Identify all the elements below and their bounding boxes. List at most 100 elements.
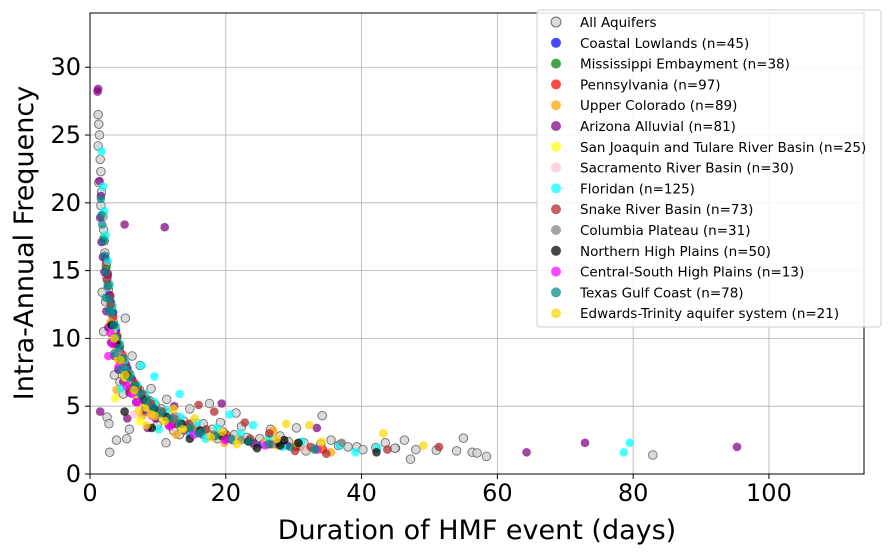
data-point	[281, 419, 291, 429]
data-point	[104, 305, 114, 315]
data-point	[124, 424, 135, 435]
legend-label: San Joaquin and Tulare River Basin (n=25…	[580, 140, 866, 156]
data-point	[383, 445, 392, 454]
y-tick-label: 30	[50, 53, 81, 81]
legend: All Aquifers Coastal Lowlands (n=45) Missi…	[536, 9, 882, 328]
data-point	[123, 414, 132, 423]
data-point	[148, 403, 158, 412]
data-point	[161, 394, 172, 405]
data-point	[93, 87, 102, 96]
x-tick-label: 100	[746, 479, 792, 507]
data-point	[110, 334, 119, 343]
data-point	[135, 389, 145, 399]
legend-label: Pennsylvania (n=97)	[580, 77, 721, 93]
data-point	[100, 251, 110, 260]
x-axis-label: Duration of HMF event (days)	[278, 515, 676, 546]
data-point	[97, 220, 107, 229]
data-point	[732, 442, 742, 452]
legend-marker	[551, 37, 561, 48]
data-point	[102, 267, 111, 277]
data-point	[294, 438, 303, 448]
data-point	[236, 429, 245, 438]
legend-marker	[551, 204, 561, 215]
data-point	[135, 416, 144, 426]
data-point	[419, 441, 428, 450]
data-point	[312, 423, 322, 433]
data-point	[317, 410, 327, 421]
data-point	[299, 443, 309, 453]
x-tick-label: 0	[82, 479, 97, 507]
legend-label: Central-South High Plains (n=13)	[580, 265, 804, 281]
legend-marker	[551, 245, 561, 256]
data-point	[358, 444, 368, 455]
data-point	[190, 414, 199, 423]
data-point	[146, 410, 156, 419]
data-point	[272, 434, 282, 444]
y-axis-label: Intra-Annual Frequency	[9, 86, 40, 400]
data-point	[317, 437, 326, 446]
legend-marker	[551, 225, 561, 235]
data-point	[337, 438, 347, 448]
data-point	[99, 236, 108, 246]
data-point	[472, 448, 482, 458]
data-point	[97, 210, 106, 220]
legend-label: Northern High Plains (n=50)	[580, 244, 771, 260]
data-point	[95, 407, 105, 416]
data-point	[98, 182, 108, 191]
y-tick-label: 5	[66, 392, 81, 420]
data-point	[434, 442, 444, 452]
data-point	[169, 404, 178, 414]
data-point	[94, 130, 105, 140]
data-point	[94, 119, 104, 129]
data-point	[134, 406, 144, 415]
legend-label: Snake River Basin (n=73)	[580, 202, 753, 218]
data-point	[351, 448, 360, 457]
data-point	[120, 407, 129, 416]
data-point	[165, 422, 175, 431]
data-point	[390, 443, 400, 453]
data-point	[104, 419, 114, 429]
data-point	[232, 439, 241, 449]
data-point	[93, 109, 103, 120]
y-tick-label: 10	[50, 324, 81, 352]
data-point	[648, 450, 658, 460]
data-point	[291, 423, 302, 433]
data-point	[279, 435, 289, 445]
data-point	[171, 430, 181, 440]
legend-label: Sacramento River Basin (n=30)	[580, 161, 794, 177]
data-point	[264, 429, 274, 438]
data-point	[451, 446, 462, 456]
data-point	[372, 448, 381, 457]
data-point	[522, 448, 531, 457]
legend-label: Columbia Plateau (n=31)	[580, 223, 751, 239]
legend-marker	[551, 79, 561, 90]
data-point	[120, 313, 131, 323]
legend-marker	[551, 266, 561, 277]
data-point	[194, 429, 203, 438]
y-tick-label: 15	[50, 257, 81, 285]
data-point	[458, 433, 469, 443]
data-point	[133, 397, 142, 407]
data-point	[286, 442, 295, 452]
x-tick-label: 80	[618, 479, 649, 507]
y-tick-label: 20	[50, 189, 81, 217]
data-point	[264, 439, 273, 449]
axis-ticks: 0 20 40 60 80 100 0 5 10 15 20 25 30	[50, 53, 791, 507]
data-point	[252, 443, 262, 453]
legend-marker	[550, 16, 562, 28]
data-point	[120, 220, 129, 229]
data-point	[411, 444, 421, 455]
data-point	[110, 393, 120, 403]
x-tick-label: 40	[346, 479, 377, 507]
data-point	[248, 420, 258, 430]
legend-label: Mississippi Embayment (n=38)	[580, 57, 790, 73]
data-point	[619, 448, 628, 457]
legend-label: Upper Colorado (n=89)	[580, 98, 737, 114]
data-point	[481, 451, 492, 462]
data-point	[322, 449, 331, 459]
data-point	[185, 404, 195, 414]
data-point	[109, 320, 119, 330]
data-point	[226, 434, 236, 444]
